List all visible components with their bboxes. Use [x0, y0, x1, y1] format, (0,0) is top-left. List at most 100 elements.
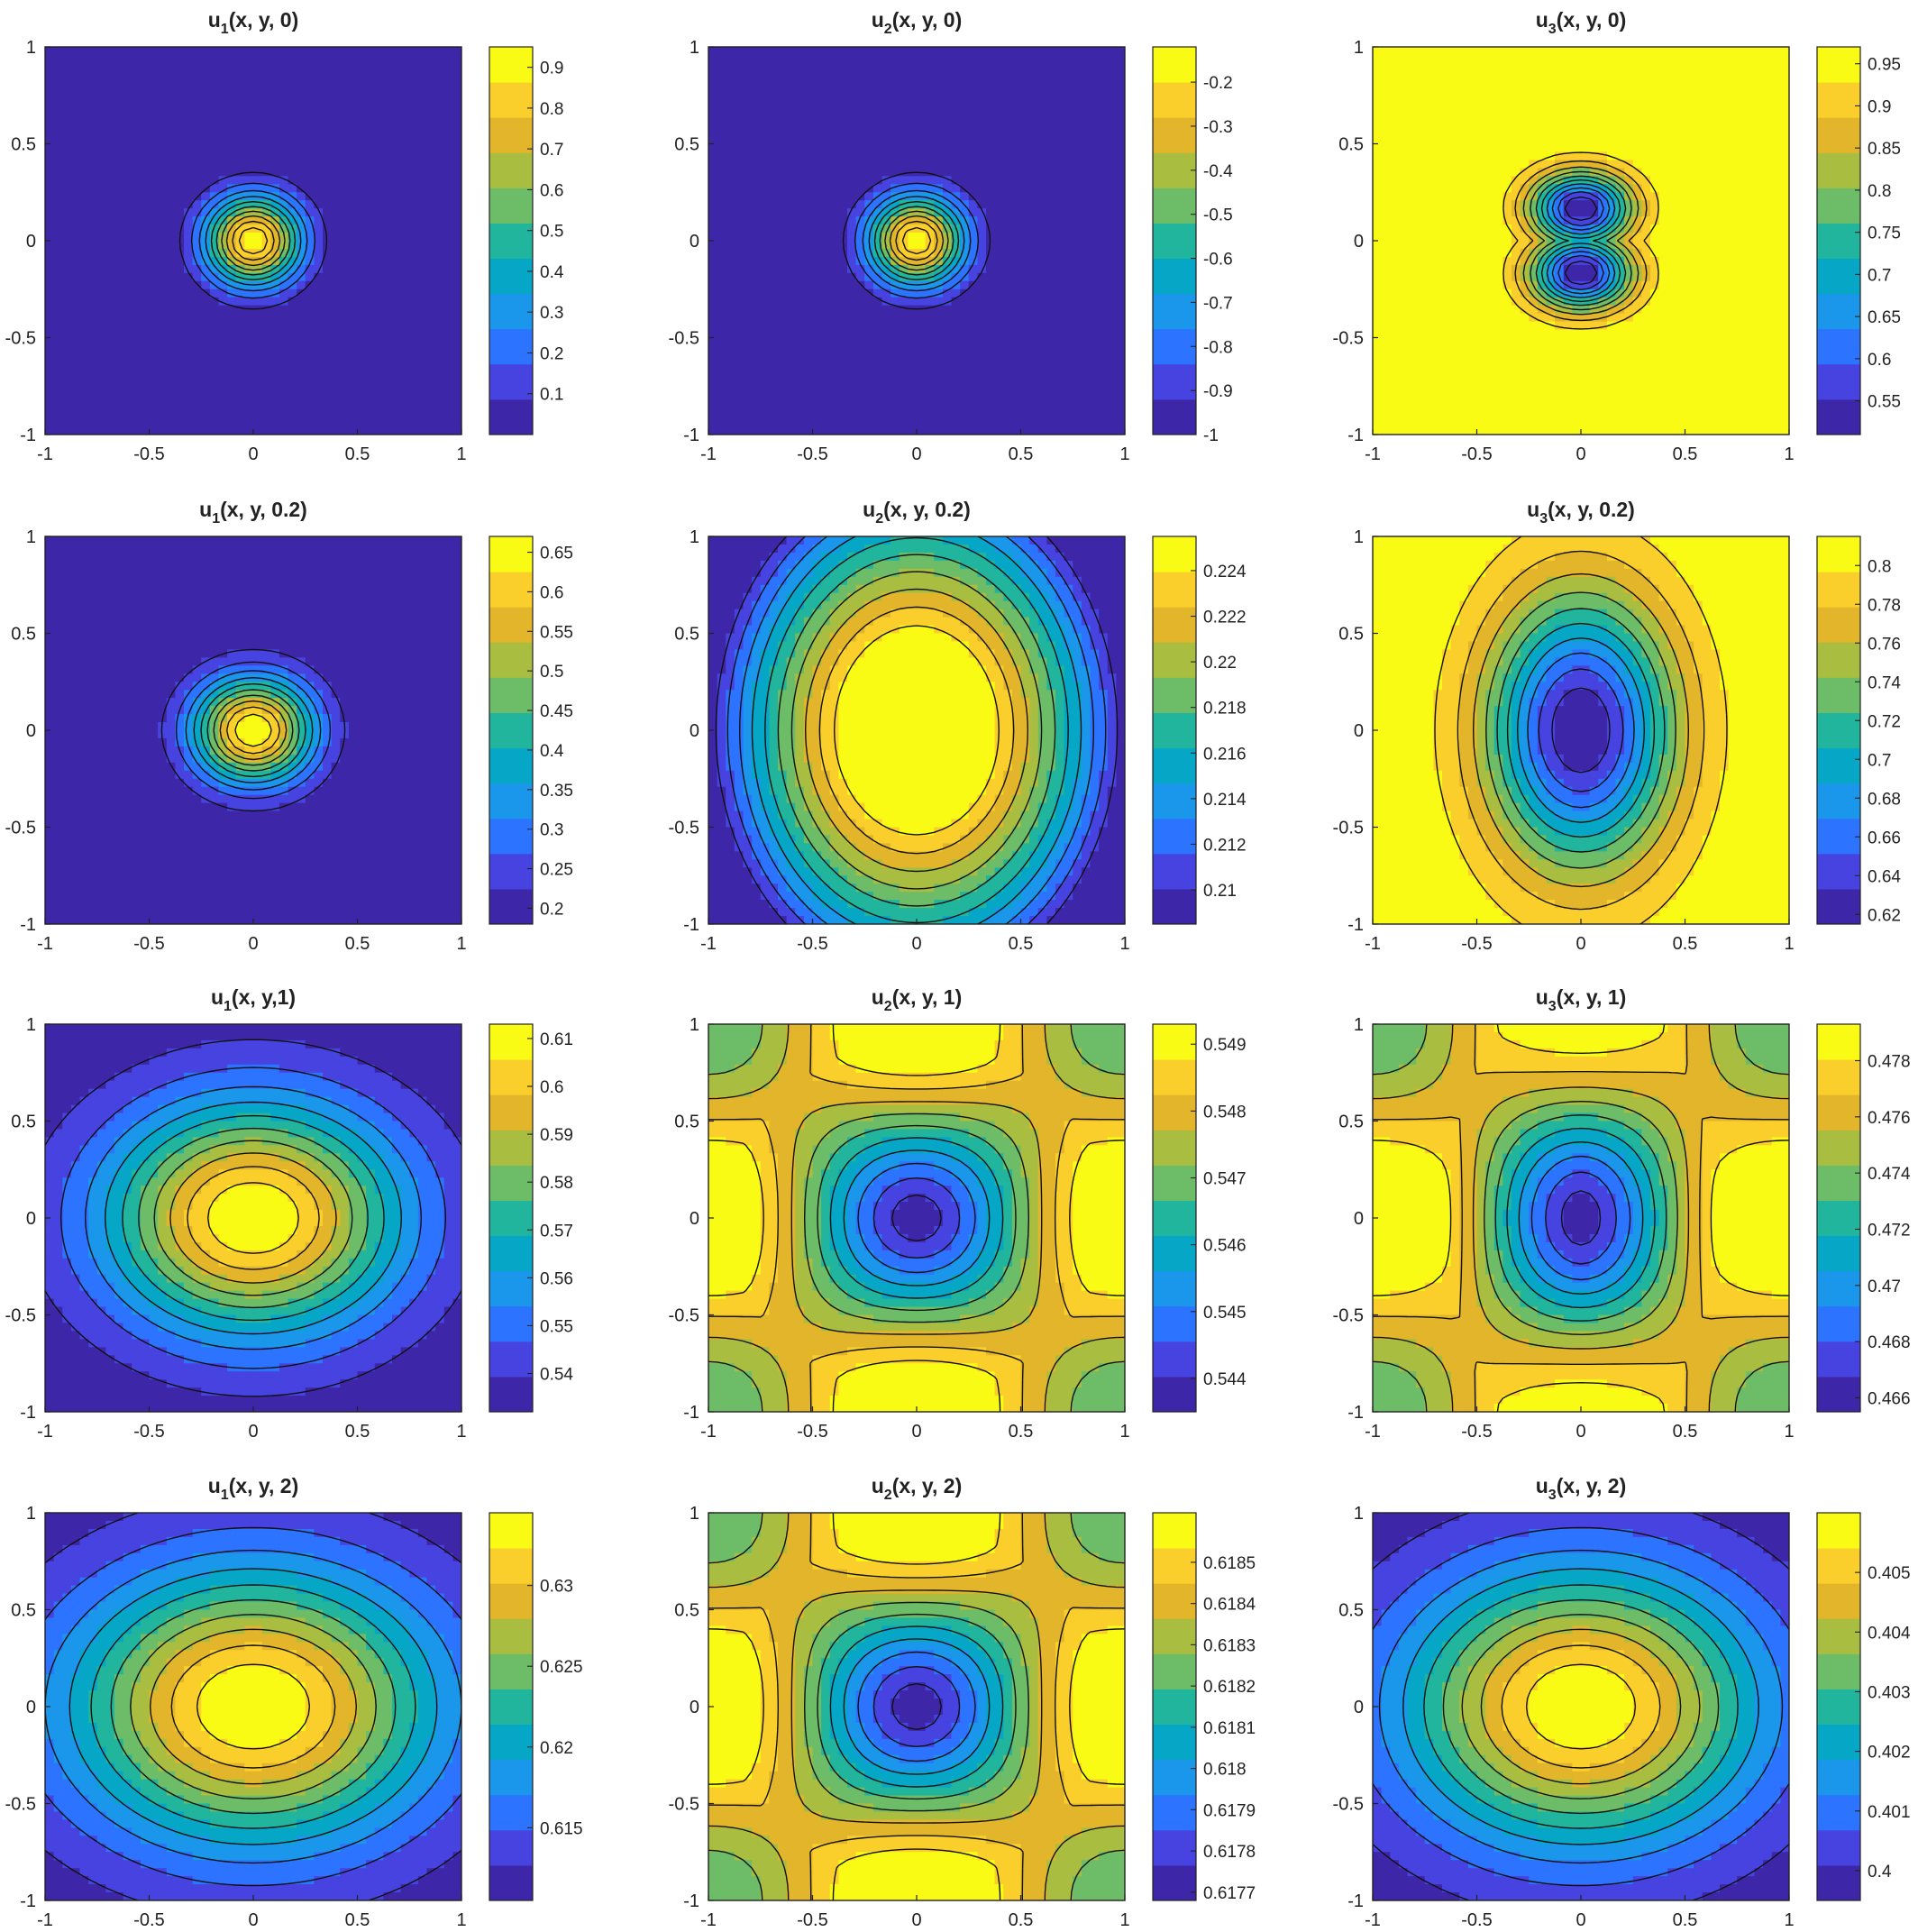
contour-line — [170, 1644, 336, 1769]
y-tick-label: -0.5 — [669, 1795, 699, 1815]
contour-line — [1480, 1628, 1682, 1785]
colorbar: 0.61 0.6 0.59 0.58 0.57 0.56 0.55 0.54 — [489, 1023, 573, 1413]
contour-line — [1530, 1155, 1631, 1281]
x-tick-label: 0 — [248, 1422, 258, 1442]
contour-line — [225, 215, 281, 267]
colorbar-tick-label: 0.1 — [540, 386, 563, 405]
contour-line — [708, 1513, 1125, 1900]
colorbar-tick-label: 0.4 — [1868, 1863, 1892, 1882]
y-tick-label: -0.5 — [669, 1306, 699, 1326]
contour-line — [206, 689, 300, 772]
y-tick-label: -0.5 — [669, 329, 699, 349]
y-tick-label: 0.5 — [11, 1601, 36, 1621]
x-tick-label: -1 — [1365, 1910, 1381, 1930]
colorbar-tick-label: 0.78 — [1868, 596, 1901, 615]
colorbar-tick-label: 0.218 — [1203, 700, 1247, 719]
filled-contours — [708, 47, 1125, 435]
colorbar-tick-label: 0.8 — [1868, 557, 1891, 576]
contour-line — [45, 1513, 461, 1900]
colorbar-tick-label: 0.54 — [540, 1366, 573, 1385]
x-tick-label: -1 — [1365, 444, 1381, 464]
contour-line — [1540, 179, 1621, 303]
contour-line — [1557, 191, 1604, 290]
contour-panel-3: u3(x, y, 0)-1 -0.5 0 0.5 110.50-0.5-10.950.9… — [1333, 8, 1901, 464]
colorbar-tick-label: 0.7 — [1868, 266, 1891, 285]
filled-contours — [708, 1024, 1125, 1412]
x-tick-label: 0 — [1576, 1910, 1585, 1930]
colorbar-tick-label: 0.6 — [540, 583, 563, 602]
colorbar-tick-label: 0.6 — [1868, 351, 1891, 370]
filled-contours — [1373, 536, 1789, 924]
contour-line — [872, 1177, 961, 1259]
contour-panel-4: u1(x, y, 0.2)-1 -0.5 0 0.5 110.50-0.5-10.650… — [5, 498, 573, 954]
contour-line — [1373, 1024, 1789, 1412]
contour-line — [1494, 1114, 1667, 1322]
panel-title: u2(x, y, 0.2) — [863, 498, 971, 526]
colorbar-tick-label: 0.2 — [540, 900, 563, 919]
colorbar-tick-label: 0.214 — [1203, 791, 1247, 810]
x-tick-label: -0.5 — [1461, 444, 1492, 464]
contour-line — [85, 1085, 422, 1351]
y-tick-label: 1 — [26, 527, 36, 547]
x-tick-label: 0.5 — [1673, 1422, 1698, 1442]
panel-title: u3(x, y, 1) — [1536, 985, 1627, 1014]
colorbar-tick-label: 0.25 — [540, 861, 573, 880]
contour-line — [891, 1683, 942, 1730]
x-tick-label: 0 — [1576, 934, 1585, 954]
x-tick-label: 1 — [1119, 1422, 1129, 1442]
colorbar-tick-label: 0.625 — [540, 1658, 583, 1677]
colorbar-tick-label: 0.62 — [1868, 906, 1901, 925]
contour-line — [873, 201, 960, 280]
contour-panel-12: u3(x, y, 2)-1 -0.5 0 0.5 110.50-0.5-10.4050.… — [1333, 1474, 1911, 1930]
contour-line — [205, 196, 302, 286]
contour-line — [1461, 1614, 1701, 1799]
contour-line — [45, 1039, 461, 1397]
colorbar-tick-label: 0.6179 — [1203, 1801, 1256, 1820]
filled-contours — [1373, 1513, 1789, 1900]
x-tick-label: -0.5 — [1461, 934, 1492, 954]
colorbar-tick-label: 0.6185 — [1203, 1554, 1256, 1573]
contour-line — [187, 1166, 320, 1270]
colorbar-tick-label: 0.6183 — [1203, 1636, 1256, 1655]
contour-panel-5: u2(x, y, 0.2) -1 -0.5 0 0.5 1 1 0.5 0 -0.5 -1 0.224… — [669, 498, 1247, 954]
colorbar-tick-label: 0.476 — [1868, 1109, 1911, 1128]
contour-line — [1546, 183, 1616, 298]
colorbar-tick-label: 0.47 — [1868, 1277, 1901, 1296]
y-tick-label: 0 — [26, 721, 36, 741]
contour-line — [708, 1024, 1125, 1412]
x-tick-label: 0 — [911, 1422, 921, 1442]
contour-panel-8: u2(x, y, 1)-1 -0.5 0 0.5 110.50-0.5-10.5490.… — [669, 985, 1247, 1442]
contour-line — [45, 1526, 461, 1887]
colorbar-tick-label: -0.4 — [1203, 162, 1233, 181]
contour-line — [60, 1067, 446, 1369]
colorbar-tick-label: 0.55 — [540, 623, 573, 642]
colorbar: 0.405 0.404 0.403 0.402 0.401 0.4 — [1816, 1512, 1911, 1901]
contour-line — [193, 677, 314, 783]
x-tick-label: 0.5 — [345, 444, 370, 464]
contour-line — [153, 1140, 353, 1296]
x-tick-label: -0.5 — [797, 444, 827, 464]
x-tick-label: 0 — [248, 934, 258, 954]
x-tick-label: 1 — [1119, 1910, 1129, 1930]
contour-line — [1373, 1526, 1789, 1887]
contour-line — [715, 536, 1119, 924]
contour-lines — [160, 648, 346, 812]
colorbar-tick-label: 0.549 — [1203, 1036, 1247, 1055]
contour-line — [1535, 175, 1627, 307]
contour-line — [857, 1162, 976, 1274]
colorbar-tick-label: 0.58 — [540, 1174, 573, 1193]
contour-line — [196, 1663, 311, 1750]
contour-line — [708, 1513, 1125, 1900]
contour-line — [221, 210, 286, 271]
x-tick-label: 0 — [911, 444, 921, 464]
colorbar-tick-label: 0.63 — [540, 1578, 573, 1597]
colorbar-tick-label: 0.65 — [1868, 308, 1901, 327]
x-tick-label: -1 — [37, 444, 53, 464]
y-tick-label: -1 — [1347, 1891, 1364, 1911]
contour-line — [1514, 160, 1648, 322]
x-tick-label: 0 — [911, 934, 921, 954]
contour-line — [1506, 1127, 1656, 1309]
colorbar-tick-label: 0.6184 — [1203, 1596, 1256, 1615]
panel-title: u3(x, y, 2) — [1536, 1474, 1627, 1503]
colorbar-tick-label: 0.22 — [1203, 654, 1237, 673]
